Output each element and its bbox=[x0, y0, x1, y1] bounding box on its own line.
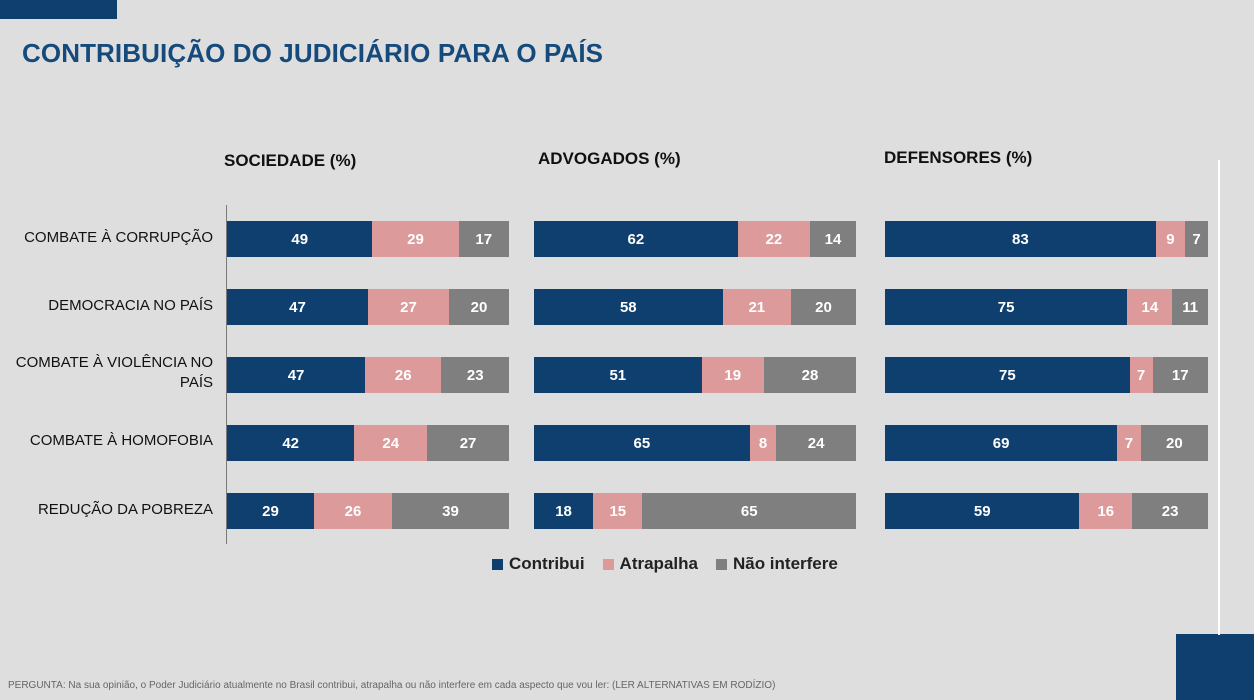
bar-segment-contribui: 47 bbox=[227, 289, 368, 325]
bar-advogados-4: 65 8 24 bbox=[534, 425, 856, 461]
bar-segment-nao-interfere: 17 bbox=[1152, 357, 1208, 393]
bar-segment-atrapalha: 14 bbox=[1127, 289, 1173, 325]
bar-segment-nao-interfere: 20 bbox=[1140, 425, 1208, 461]
bar-segment-atrapalha: 8 bbox=[749, 425, 777, 461]
legend-item-atrapalha: Atrapalha bbox=[602, 554, 698, 574]
bar-segment-nao-interfere: 27 bbox=[427, 425, 509, 461]
panel-title-advogados: ADVOGADOS (%) bbox=[538, 149, 681, 168]
bar-sociedade-2: 47 27 20 bbox=[227, 289, 509, 325]
bar-segment-nao-interfere: 23 bbox=[1132, 493, 1208, 529]
panel-title-defensores: DEFENSORES (%) bbox=[884, 148, 1033, 167]
bar-segment-contribui: 18 bbox=[534, 493, 594, 529]
bar-segment-contribui: 47 bbox=[227, 357, 366, 393]
bar-segment-nao-interfere: 20 bbox=[449, 289, 509, 325]
bar-segment-atrapalha: 19 bbox=[701, 357, 764, 393]
bar-advogados-1: 62 22 14 bbox=[534, 221, 856, 257]
bar-advogados-3: 51 19 28 bbox=[534, 357, 856, 393]
bar-segment-nao-interfere: 7 bbox=[1185, 221, 1208, 257]
bar-segment-atrapalha: 7 bbox=[1129, 357, 1153, 393]
legend-label-nao-interfere: Não interfere bbox=[732, 554, 838, 573]
bar-segment-contribui: 49 bbox=[227, 221, 373, 257]
category-label-pobreza: REDUÇÃO DA POBREZA bbox=[37, 501, 213, 518]
legend-swatch-atrapalha bbox=[602, 558, 614, 570]
bar-segment-atrapalha: 7 bbox=[1117, 425, 1141, 461]
bar-segment-atrapalha: 29 bbox=[372, 221, 459, 257]
footnote: PERGUNTA: Na sua opinião, o Poder Judici… bbox=[8, 680, 776, 691]
bar-segment-contribui: 29 bbox=[227, 493, 314, 529]
bar-segment-contribui: 42 bbox=[227, 425, 355, 461]
bar-segment-atrapalha: 15 bbox=[593, 493, 643, 529]
bar-segment-nao-interfere: 65 bbox=[642, 493, 856, 529]
bar-segment-atrapalha: 24 bbox=[354, 425, 428, 461]
bar-advogados-2: 58 21 20 bbox=[534, 289, 856, 325]
bar-segment-nao-interfere: 11 bbox=[1172, 289, 1208, 325]
bar-segment-nao-interfere: 24 bbox=[776, 425, 856, 461]
bar-sociedade-5: 29 26 39 bbox=[227, 493, 509, 529]
divider-line bbox=[1218, 160, 1220, 635]
bar-segment-contribui: 69 bbox=[885, 425, 1118, 461]
legend-label-atrapalha: Atrapalha bbox=[619, 554, 698, 573]
bar-defensores-4: 69 7 20 bbox=[885, 425, 1208, 461]
bar-segment-atrapalha: 26 bbox=[314, 493, 392, 529]
bar-segment-nao-interfere: 14 bbox=[809, 221, 856, 257]
bar-defensores-2: 75 14 11 bbox=[885, 289, 1208, 325]
bar-segment-contribui: 75 bbox=[885, 289, 1128, 325]
bar-segment-nao-interfere: 20 bbox=[790, 289, 856, 325]
bar-segment-nao-interfere: 17 bbox=[458, 221, 509, 257]
category-label-corrupcao: COMBATE À CORRUPÇÃO bbox=[24, 229, 213, 246]
bar-segment-contribui: 65 bbox=[534, 425, 750, 461]
bar-segment-atrapalha: 9 bbox=[1155, 221, 1186, 257]
legend-swatch-contribui bbox=[492, 558, 503, 570]
category-label-democracia: DEMOCRACIA NO PAÍS bbox=[48, 297, 213, 314]
bar-segment-contribui: 83 bbox=[885, 221, 1156, 257]
panel-title-sociedade: SOCIEDADE (%) bbox=[224, 151, 357, 170]
bar-segment-atrapalha: 16 bbox=[1079, 493, 1133, 529]
bar-sociedade-3: 47 26 23 bbox=[227, 357, 509, 393]
legend-item-contribui: Contribui bbox=[492, 554, 585, 574]
bar-segment-atrapalha: 27 bbox=[368, 289, 449, 325]
bar-segment-atrapalha: 26 bbox=[365, 357, 442, 393]
bar-defensores-5: 59 16 23 bbox=[885, 493, 1208, 529]
page-title: CONTRIBUIÇÃO DO JUDICIÁRIO PARA O PAÍS bbox=[22, 38, 604, 68]
category-label-homofobia: COMBATE À HOMOFOBIA bbox=[29, 432, 213, 449]
bar-segment-contribui: 75 bbox=[885, 357, 1130, 393]
category-label-violencia: COMBATE À VIOLÊNCIA NO PAÍS bbox=[15, 354, 213, 391]
bar-segment-contribui: 51 bbox=[534, 357, 702, 393]
legend-swatch-nao-interfere bbox=[715, 558, 727, 570]
bar-segment-atrapalha: 21 bbox=[722, 289, 791, 325]
legend-label-contribui: Contribui bbox=[509, 554, 585, 573]
bar-segment-contribui: 59 bbox=[885, 493, 1080, 529]
corner-accent-block bbox=[1176, 634, 1254, 700]
bar-segment-contribui: 58 bbox=[534, 289, 723, 325]
legend: Contribui Atrapalha Não interfere bbox=[492, 554, 838, 574]
bar-segment-contribui: 62 bbox=[534, 221, 738, 257]
bar-segment-nao-interfere: 39 bbox=[392, 493, 509, 529]
bar-segment-nao-interfere: 28 bbox=[763, 357, 856, 393]
bar-sociedade-4: 42 24 27 bbox=[227, 425, 509, 461]
bar-segment-atrapalha: 22 bbox=[737, 221, 810, 257]
legend-item-nao-interfere: Não interfere bbox=[715, 554, 838, 574]
top-accent-bar bbox=[0, 0, 117, 19]
bar-advogados-5: 18 15 65 bbox=[534, 493, 856, 529]
category-axis-line bbox=[226, 205, 227, 544]
bar-sociedade-1: 49 29 17 bbox=[227, 221, 509, 257]
bar-segment-nao-interfere: 23 bbox=[441, 357, 509, 393]
bar-defensores-1: 83 9 7 bbox=[885, 221, 1208, 257]
bar-defensores-3: 75 7 17 bbox=[885, 357, 1208, 393]
